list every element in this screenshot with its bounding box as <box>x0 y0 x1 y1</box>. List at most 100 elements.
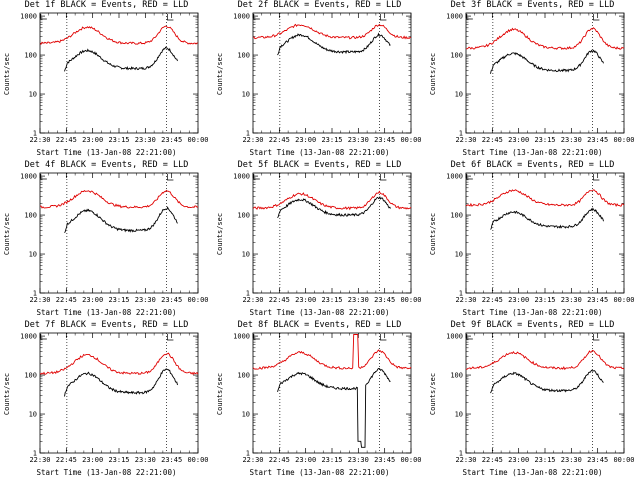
plot-frame <box>465 12 625 134</box>
plot-frame <box>39 332 199 454</box>
x-tick-label: 23:45 <box>587 136 608 144</box>
y-axis-label: Counts/sec <box>216 52 224 96</box>
x-tick-label: 00:00 <box>187 456 208 464</box>
x-axis-label: Start Time (13-Jan-08 22:21:00) <box>462 468 603 477</box>
detector-panel: 1 10 100 1000 22:30 22:45 23:00 23:15 23:30 23:45… <box>213 320 426 480</box>
x-tick-label: 23:30 <box>348 456 369 464</box>
y-tick-label: 1000 <box>233 13 250 21</box>
lld-series-line <box>39 25 199 45</box>
events-series-line <box>277 195 391 219</box>
y-tick-label: 100 <box>237 212 250 220</box>
panel-plot: 1 10 100 1000 22:30 22:45 23:00 23:15 23:30 23:45… <box>233 333 421 464</box>
x-axis-label: Start Time (13-Jan-08 22:21:00) <box>36 468 177 477</box>
plot-frame <box>465 172 625 294</box>
y-tick-label: 1000 <box>233 333 250 341</box>
lld-series-line <box>465 189 625 208</box>
y-tick-label: 1 <box>459 290 463 298</box>
x-tick-label: 23:30 <box>561 296 582 304</box>
y-tick-label: 10 <box>455 91 463 99</box>
x-tick-label: 23:30 <box>135 296 156 304</box>
x-tick-label: 23:00 <box>508 456 529 464</box>
x-tick-label: 23:15 <box>321 136 342 144</box>
y-tick-label: 1 <box>459 450 463 458</box>
x-tick-label: 23:00 <box>82 456 103 464</box>
panel-title: Det 3f BLACK = Events, RED = LLD <box>450 0 615 10</box>
panel-plot: 1 10 100 1000 22:30 22:45 23:00 23:15 23:30 23:45… <box>20 172 208 304</box>
corner-marker <box>380 334 387 341</box>
x-tick-label: 00:00 <box>400 136 421 144</box>
detector-panel: 1 10 100 1000 22:30 22:45 23:00 23:15 23:30 23:45… <box>426 0 639 160</box>
x-tick-label: 22:45 <box>269 296 290 304</box>
lld-series-line <box>252 334 412 370</box>
x-tick-label: 23:00 <box>508 136 529 144</box>
x-tick-label: 23:45 <box>161 456 182 464</box>
panel-title: Det 7f BLACK = Events, RED = LLD <box>24 320 189 330</box>
x-tick-label: 00:00 <box>187 136 208 144</box>
y-tick-label: 10 <box>455 411 463 419</box>
x-tick-label: 23:00 <box>82 136 103 144</box>
y-tick-label: 10 <box>29 411 37 419</box>
events-series-line <box>490 207 604 230</box>
y-tick-label: 1000 <box>446 173 463 181</box>
corner-marker <box>593 174 600 181</box>
y-tick-label: 1000 <box>20 173 37 181</box>
x-tick-label: 22:45 <box>482 296 503 304</box>
plot-frame <box>252 172 412 294</box>
x-tick-label: 23:15 <box>534 136 555 144</box>
detector-panel: 1 10 100 1000 22:30 22:45 23:00 23:15 23:30 23:45… <box>213 0 426 160</box>
x-tick-label: 22:30 <box>29 296 50 304</box>
x-tick-label: 00:00 <box>400 456 421 464</box>
y-tick-label: 10 <box>242 91 250 99</box>
y-tick-label: 100 <box>237 52 250 60</box>
y-tick-label: 1 <box>246 290 250 298</box>
y-axis-label: Counts/sec <box>3 212 11 256</box>
x-axis-label: Start Time (13-Jan-08 22:21:00) <box>462 308 603 317</box>
x-tick-label: 23:15 <box>321 456 342 464</box>
lld-series-line <box>465 349 625 371</box>
panel-plot: 1 10 100 1000 22:30 22:45 23:00 23:15 23:30 23:45… <box>233 13 421 144</box>
y-tick-label: 10 <box>242 411 250 419</box>
x-tick-label: 23:00 <box>295 456 316 464</box>
x-tick-label: 23:45 <box>587 456 608 464</box>
x-tick-label: 00:00 <box>613 296 634 304</box>
panel-title: Det 1f BLACK = Events, RED = LLD <box>24 0 189 10</box>
y-axis-label: Counts/sec <box>429 52 437 96</box>
x-tick-label: 22:30 <box>29 456 50 464</box>
x-tick-label: 22:30 <box>455 296 476 304</box>
panel-title: Det 8f BLACK = Events, RED = LLD <box>237 320 402 330</box>
corner-marker <box>380 14 387 21</box>
corner-marker <box>466 174 473 180</box>
x-tick-label: 23:00 <box>82 296 103 304</box>
events-series-line <box>490 369 604 394</box>
x-tick-label: 22:30 <box>29 136 50 144</box>
x-tick-label: 22:45 <box>56 456 77 464</box>
y-axis-label: Counts/sec <box>429 372 437 416</box>
x-tick-label: 23:30 <box>561 456 582 464</box>
events-series-line <box>64 46 178 72</box>
x-tick-label: 22:30 <box>242 136 263 144</box>
y-tick-label: 100 <box>24 52 37 60</box>
y-axis-label: Counts/sec <box>3 52 11 96</box>
panel-title: Det 5f BLACK = Events, RED = LLD <box>237 160 402 170</box>
x-tick-label: 22:45 <box>269 136 290 144</box>
corner-marker <box>466 334 473 340</box>
x-tick-label: 23:15 <box>108 456 129 464</box>
x-tick-label: 23:00 <box>508 296 529 304</box>
x-tick-label: 22:45 <box>56 296 77 304</box>
lld-series-line <box>39 189 199 209</box>
panel-plot: 1 10 100 1000 22:30 22:45 23:00 23:15 23:30 23:45… <box>446 333 634 464</box>
corner-marker <box>466 14 473 20</box>
plot-frame <box>39 172 199 294</box>
panel-title: Det 9f BLACK = Events, RED = LLD <box>450 320 615 330</box>
y-tick-label: 1 <box>459 130 463 138</box>
x-tick-label: 00:00 <box>187 296 208 304</box>
x-tick-label: 22:30 <box>242 456 263 464</box>
x-axis-label: Start Time (13-Jan-08 22:21:00) <box>249 468 390 477</box>
lld-series-line <box>252 190 412 211</box>
y-tick-label: 1000 <box>233 173 250 181</box>
panel-plot: 1 10 100 1000 22:30 22:45 23:00 23:15 23:30 23:45… <box>233 172 421 304</box>
y-tick-label: 100 <box>237 372 250 380</box>
corner-marker <box>167 14 174 21</box>
x-tick-label: 22:45 <box>482 136 503 144</box>
y-axis-label: Counts/sec <box>216 212 224 256</box>
